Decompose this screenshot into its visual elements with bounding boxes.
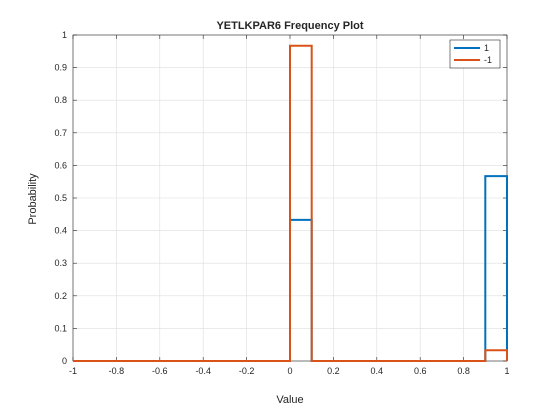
x-tick-label: -0.6 bbox=[152, 366, 168, 376]
y-tick-label: 0.8 bbox=[54, 95, 67, 105]
x-tick-label: -0.8 bbox=[109, 366, 125, 376]
x-tick-label: -0.4 bbox=[195, 366, 211, 376]
x-tick-label: 0.6 bbox=[414, 366, 427, 376]
series-lines bbox=[73, 44, 508, 362]
legend-entry-label: -1 bbox=[484, 55, 492, 65]
y-tick-label: 1 bbox=[62, 30, 67, 40]
y-tick-label: 0.4 bbox=[54, 226, 67, 236]
axis-ticks: -1 -0.8 -0.6 -0.4 -0.2 0 0.2 0.4 0.6 0.8 1 0 0.1 0.2 0… bbox=[54, 30, 509, 376]
x-tick-label: 0.4 bbox=[371, 366, 384, 376]
x-tick-label: 0.8 bbox=[457, 366, 470, 376]
x-tick-label: 0.2 bbox=[327, 366, 340, 376]
x-tick-label: -1 bbox=[69, 366, 77, 376]
series-line-2 bbox=[73, 44, 508, 362]
y-tick-label: 0.5 bbox=[54, 193, 67, 203]
x-tick-label: 0 bbox=[287, 366, 292, 376]
y-tick-label: 0.9 bbox=[54, 63, 67, 73]
x-tick-label: 1 bbox=[504, 366, 509, 376]
legend-box bbox=[449, 39, 501, 69]
x-axis-label: Value bbox=[276, 394, 303, 406]
y-tick-label: 0.2 bbox=[54, 291, 67, 301]
y-tick-label: 0.3 bbox=[54, 258, 67, 268]
y-tick-label: 0.6 bbox=[54, 160, 67, 170]
y-tick-label: 0.1 bbox=[54, 323, 67, 333]
y-tick-label: 0.7 bbox=[54, 128, 67, 138]
x-tick-label: -0.2 bbox=[239, 366, 255, 376]
legend-entry-label: 1 bbox=[484, 43, 489, 53]
legend[interactable]: 1-1 bbox=[449, 39, 501, 69]
chart-title: YETLKPAR6 Frequency Plot bbox=[216, 20, 363, 32]
y-tick-label: 0 bbox=[62, 356, 67, 366]
y-axis-label: Probability bbox=[27, 173, 39, 225]
